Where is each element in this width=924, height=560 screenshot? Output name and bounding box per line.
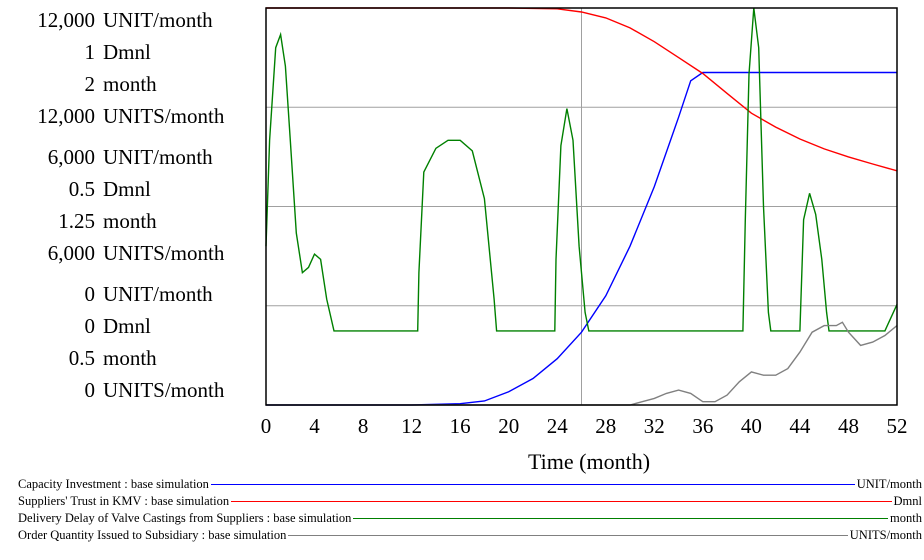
y-tick-unit: UNIT/month	[103, 282, 213, 306]
y-tick-value: 12,000	[37, 8, 95, 32]
legend-unit: UNIT/month	[854, 476, 922, 493]
legend-label: Capacity Investment : base simulation	[18, 476, 211, 493]
legend-item: Capacity Investment : base simulation UNI…	[18, 476, 922, 493]
legend-label: Suppliers' Trust in KMV : base simulatio…	[18, 493, 232, 510]
x-tick-label: 28	[595, 414, 616, 438]
y-tick-unit: Dmnl	[103, 40, 151, 64]
x-tick-label: 40	[741, 414, 762, 438]
x-tick-label: 32	[644, 414, 665, 438]
x-tick-label: 20	[498, 414, 519, 438]
x-tick-label: 44	[789, 414, 811, 438]
x-tick-label: 16	[450, 414, 471, 438]
legend-label: Delivery Delay of Valve Castings from Su…	[18, 510, 354, 527]
y-tick-unit: Dmnl	[103, 177, 151, 201]
chart: 12,000 UNIT/month 1 Dmnl 2 month 12,000 UNITS/m…	[37, 7, 908, 474]
plot-frame	[265, 7, 898, 406]
y-tick-unit: month	[103, 72, 157, 96]
x-tick-label: 12	[401, 414, 422, 438]
y-tick-unit: UNIT/month	[103, 145, 213, 169]
y-tick-value: 0	[85, 378, 96, 402]
series-line-4	[266, 321, 898, 406]
series-layer	[265, 7, 898, 406]
y-tick-unit: UNITS/month	[103, 241, 225, 265]
y-tick-value: 0	[85, 282, 96, 306]
legend-swatch-1	[18, 484, 922, 485]
series-line-1	[266, 71, 897, 406]
y-tick-labels: 12,000 UNIT/month 1 Dmnl 2 month 12,000 UNITS/m…	[37, 8, 225, 402]
legend-unit: Dmnl	[891, 493, 922, 510]
x-tick-label: 8	[358, 414, 369, 438]
x-tick-labels: 0 4 8 12 16 20 24 28 32 36 40 44 48 52	[261, 414, 908, 438]
legend-item: Delivery Delay of Valve Castings from Su…	[18, 510, 922, 527]
y-tick-unit: month	[103, 209, 157, 233]
grid	[266, 8, 897, 405]
series-line-2	[266, 7, 898, 172]
legend-swatch-2	[18, 501, 922, 502]
y-tick-value: 12,000	[37, 104, 95, 128]
legend: Capacity Investment : base simulation UNI…	[18, 476, 922, 544]
y-tick-value: 6,000	[48, 241, 95, 265]
x-tick-label: 4	[309, 414, 320, 438]
y-tick-value: 0.5	[69, 346, 95, 370]
legend-swatch-4	[18, 535, 922, 536]
y-tick-value: 0	[85, 314, 96, 338]
y-tick-unit: UNITS/month	[103, 104, 225, 128]
y-tick-unit: Dmnl	[103, 314, 151, 338]
y-tick-unit: UNITS/month	[103, 378, 225, 402]
x-tick-label: 0	[261, 414, 272, 438]
x-tick-label: 48	[838, 414, 859, 438]
y-tick-unit: UNIT/month	[103, 8, 213, 32]
legend-item: Order Quantity Issued to Subsidiary : ba…	[18, 527, 922, 544]
y-tick-value: 2	[85, 72, 96, 96]
x-tick-label: 24	[547, 414, 569, 438]
legend-swatch-3	[18, 518, 922, 519]
legend-unit: month	[888, 510, 922, 527]
legend-item: Suppliers' Trust in KMV : base simulatio…	[18, 493, 922, 510]
y-tick-unit: month	[103, 346, 157, 370]
series-line-3	[265, 7, 898, 332]
y-tick-value: 6,000	[48, 145, 95, 169]
y-tick-value: 1.25	[58, 209, 95, 233]
legend-unit: UNITS/month	[847, 527, 922, 544]
x-axis-label: Time (month)	[528, 449, 650, 474]
y-tick-value: 1	[85, 40, 96, 64]
y-tick-value: 0.5	[69, 177, 95, 201]
legend-label: Order Quantity Issued to Subsidiary : ba…	[18, 527, 289, 544]
x-tick-label: 52	[887, 414, 908, 438]
x-tick-label: 36	[692, 414, 713, 438]
